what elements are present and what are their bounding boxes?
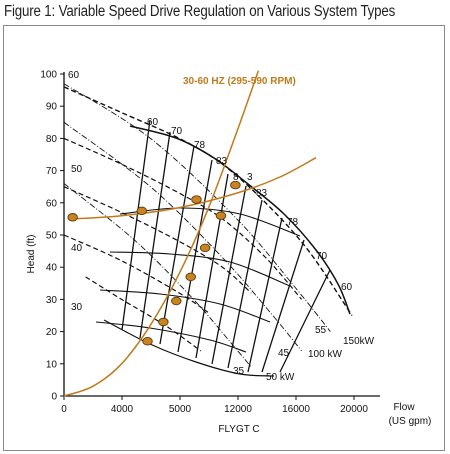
hz-label: 30	[71, 302, 83, 313]
efficiency-label: 78	[194, 140, 206, 151]
system-curves	[63, 70, 317, 397]
operating-point	[136, 206, 148, 216]
hz-label: 60	[68, 70, 80, 81]
power-curves	[63, 83, 331, 368]
efficiency-label: 8	[233, 172, 239, 183]
chart-caption: FLYGT C	[218, 424, 259, 435]
x-tick-label: 0	[61, 404, 67, 415]
x-tick-label: 16000	[282, 404, 310, 415]
power-curve	[63, 183, 252, 368]
efficiency-label: 3	[247, 172, 253, 183]
operating-point	[191, 195, 202, 204]
figure-frame	[3, 25, 445, 451]
y-tick-label: 20	[46, 327, 58, 338]
x-tick-label: 4000	[111, 404, 134, 415]
figure-title: Figure 1: Variable Speed Drive Regulatio…	[4, 3, 396, 20]
y-tick-label: 0	[51, 392, 57, 403]
y-tick-label: 10	[46, 359, 58, 370]
efficiency-label: 83	[216, 156, 228, 167]
operating-point	[142, 337, 153, 346]
x-axis-label: Flow	[393, 402, 415, 413]
y-tick-label: 40	[46, 263, 58, 274]
operating-point	[185, 272, 196, 282]
y-tick-label: 70	[46, 166, 58, 177]
envelope-curve	[129, 125, 351, 315]
efficiency-line	[159, 145, 195, 345]
system-curve	[63, 70, 260, 397]
y-tick-label: 60	[46, 198, 58, 209]
hz-curves	[63, 86, 353, 352]
hz-curve	[63, 234, 209, 313]
bottom-label: 35	[233, 366, 245, 377]
efficiency-line	[121, 119, 151, 331]
efficiency-line	[211, 185, 247, 365]
hz-grid-line	[99, 289, 271, 323]
x-tick-label: 12000	[224, 404, 252, 415]
efficiency-label: 70	[171, 126, 183, 137]
efficiency-line	[261, 239, 305, 373]
efficiency-line	[279, 269, 331, 373]
efficiency-label: 78	[287, 217, 299, 228]
operating-point	[158, 317, 169, 327]
y-axis-label: Head (ft)	[26, 235, 37, 274]
efficiency-line	[247, 217, 283, 373]
hz-grid-line	[109, 251, 291, 287]
operating-point	[230, 180, 241, 190]
hz-curve	[63, 137, 303, 300]
bottom-label: 55	[315, 325, 327, 336]
bottom-label: 45	[278, 348, 290, 359]
efficiency-label: 60	[341, 282, 353, 293]
operating-point	[215, 211, 227, 220]
power-curve	[63, 83, 331, 332]
hz-label: 50	[71, 164, 83, 175]
speed-range-label: 30-60 HZ (295-590 RPM)	[183, 76, 296, 87]
y-ticks: 0 10 20 30 40 50 60 70 80 90 100	[40, 70, 64, 403]
operating-point	[199, 243, 211, 253]
power-curve	[63, 121, 302, 352]
x-tick-label: 5000	[169, 404, 192, 415]
efficiency-curves	[95, 119, 351, 377]
x-tick-label: 20000	[340, 404, 368, 415]
power-label: 150kW	[343, 336, 375, 347]
operating-point	[67, 213, 78, 222]
power-label: 100 kW	[308, 349, 342, 360]
y-tick-label: 80	[46, 134, 58, 145]
y-tick-label: 30	[46, 295, 58, 306]
efficiency-line	[227, 199, 263, 369]
hz-label: 40	[71, 243, 83, 254]
power-label: 50 kW	[266, 372, 295, 383]
envelope-curve	[103, 319, 275, 377]
hz-curve	[63, 186, 252, 294]
efficiency-line	[139, 131, 171, 339]
x-axis-unit: (US gpm)	[389, 416, 432, 427]
efficiency-label: 60	[147, 117, 159, 128]
system-curve	[71, 157, 317, 220]
hz-grid-line	[119, 207, 301, 237]
y-tick-label: 50	[46, 231, 58, 242]
y-tick-label: 100	[40, 70, 57, 81]
efficiency-label: 70	[316, 251, 328, 262]
operating-points	[67, 180, 241, 346]
operating-point	[171, 296, 182, 306]
y-tick-label: 90	[46, 102, 58, 113]
chart-axes	[63, 72, 380, 397]
hz-grid-line	[95, 321, 247, 353]
x-ticks: 0 4000 5000 12000 16000 20000	[61, 396, 368, 415]
efficiency-label: 83	[256, 188, 268, 199]
